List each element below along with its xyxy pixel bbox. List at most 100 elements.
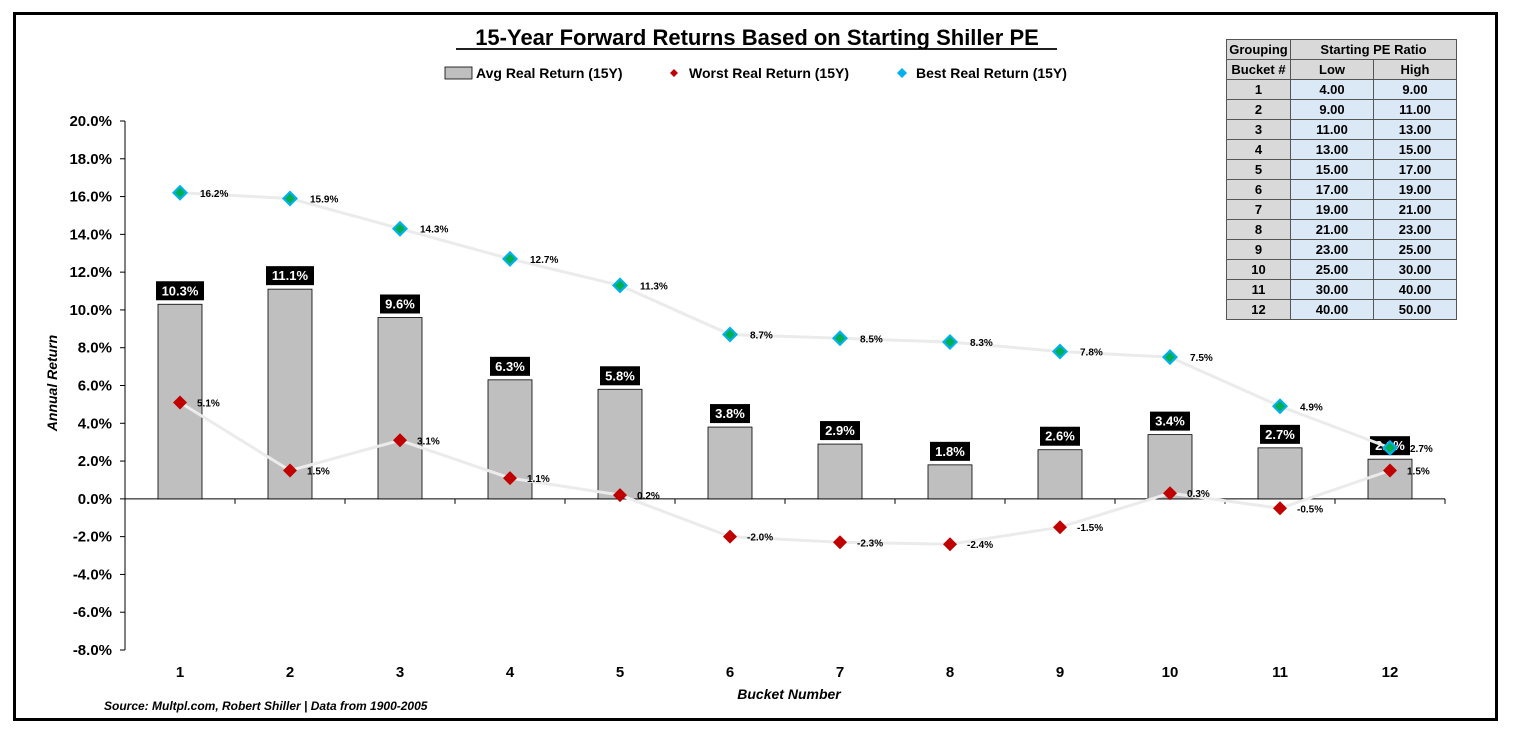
avg-return-label-box [156, 281, 204, 301]
avg-return-label: 3.4% [1155, 414, 1185, 429]
avg-return-label: 11.1% [272, 268, 309, 283]
low-cell: 4.00 [1290, 79, 1374, 100]
best-return-label: 11.3% [640, 281, 668, 292]
low-cell: 13.00 [1290, 139, 1374, 160]
low-cell: 9.00 [1290, 99, 1374, 120]
worst-return-label: 5.1% [197, 399, 220, 410]
legend-best-label: Best Real Return (15Y) [916, 65, 1067, 81]
bucket-cell: 4 [1226, 139, 1291, 160]
x-tick-label: 12 [1382, 664, 1399, 681]
axes: 20.0%18.0%16.0%14.0%12.0%10.0%8.0%6.0%4.… [69, 113, 1446, 681]
table-row: 12 40.00 50.00 [1226, 299, 1457, 320]
avg-return-label-box [600, 366, 640, 386]
best-return-point-inner [395, 223, 405, 234]
worst-return-point [1273, 501, 1287, 516]
avg-return-bar [927, 464, 973, 500]
table-row: 9 23.00 25.00 [1226, 239, 1457, 260]
chart-title: 15-Year Forward Returns Based on Startin… [475, 25, 1039, 50]
worst-return-point [173, 395, 187, 410]
avg-return-bar [707, 426, 753, 500]
legend-worst-label: Worst Real Return (15Y) [689, 65, 849, 81]
low-cell: 23.00 [1290, 239, 1374, 260]
y-tick-label: 10.0% [69, 302, 112, 319]
worst-return-point [943, 537, 957, 552]
table-row: 6 17.00 19.00 [1226, 179, 1457, 200]
bucket-cell: 3 [1226, 119, 1291, 140]
x-tick-label: 8 [946, 664, 954, 681]
worst-return-label: 0.2% [637, 491, 660, 502]
best-return-label: 14.3% [420, 225, 448, 236]
x-tick-label: 6 [726, 664, 734, 681]
low-cell: 25.00 [1290, 259, 1374, 280]
x-axis-title: Bucket Number [737, 686, 842, 702]
high-cell: 11.00 [1373, 99, 1457, 120]
low-cell: 30.00 [1290, 279, 1374, 300]
high-cell: 19.00 [1373, 179, 1457, 200]
table-row: 3 11.00 13.00 [1226, 119, 1457, 140]
high-cell: 25.00 [1373, 239, 1457, 260]
y-tick-label: 12.0% [69, 264, 112, 281]
best-return-point-inner [725, 329, 735, 340]
best-return-label: 8.5% [860, 334, 883, 345]
table-row: 8 21.00 23.00 [1226, 219, 1457, 240]
y-tick-label: 18.0% [69, 151, 112, 168]
worst-return-point [833, 535, 847, 550]
worst-return-label: -0.5% [1297, 504, 1323, 515]
avg-return-label-box [1260, 424, 1300, 444]
worst-return-point [393, 433, 407, 448]
y-tick-label: 2.0% [78, 453, 112, 470]
avg-return-bar [817, 443, 863, 500]
x-tick-label: 7 [836, 664, 844, 681]
avg-return-label-box [1150, 411, 1190, 431]
avg-return-label-box [266, 266, 314, 286]
bucket-cell: 7 [1226, 199, 1291, 220]
y-tick-label: -6.0% [73, 604, 112, 621]
high-cell: 17.00 [1373, 159, 1457, 180]
avg-return-label: 10.3% [162, 283, 199, 298]
best-return-line [179, 191, 1391, 450]
bucket-cell: 9 [1226, 239, 1291, 260]
y-tick-label: 8.0% [78, 340, 112, 357]
high-cell: 50.00 [1373, 299, 1457, 320]
best-return-point-inner [505, 253, 515, 264]
header-grouping: Grouping [1226, 39, 1291, 60]
best-return-point-inner [835, 333, 845, 344]
y-tick-label: 6.0% [78, 378, 112, 395]
worst-return-label: 1.5% [1407, 467, 1430, 478]
legend-worst-marker [670, 69, 678, 77]
low-cell: 17.00 [1290, 179, 1374, 200]
best-return-label: 8.3% [970, 338, 993, 349]
legend-avg-label: Avg Real Return (15Y) [476, 65, 623, 81]
y-tick-label: 14.0% [69, 226, 112, 243]
best-return-label: 16.2% [200, 189, 228, 200]
best-return-point-inner [615, 280, 625, 291]
worst-return-point [723, 529, 737, 544]
worst-return-label: -2.3% [857, 538, 883, 549]
avg-return-label-box [710, 404, 750, 424]
high-cell: 30.00 [1373, 259, 1457, 280]
table-row: 4 13.00 15.00 [1226, 139, 1457, 160]
y-tick-label: 0.0% [78, 491, 112, 508]
x-tick-label: 10 [1162, 664, 1179, 681]
x-tick-label: 2 [286, 664, 294, 681]
avg-return-label-box [490, 356, 530, 376]
bucket-cell: 6 [1226, 179, 1291, 200]
header-low: Low [1290, 59, 1374, 80]
bucket-cell: 2 [1226, 99, 1291, 120]
header-high: High [1373, 59, 1457, 80]
y-tick-label: -2.0% [73, 529, 112, 546]
worst-return-label: 0.3% [1187, 489, 1210, 500]
avg-return-label: 9.6% [385, 296, 415, 311]
best-return-label: 7.8% [1080, 347, 1103, 358]
x-tick-label: 3 [396, 664, 404, 681]
high-cell: 21.00 [1373, 199, 1457, 220]
worst-return-point [1163, 486, 1177, 501]
bucket-cell: 5 [1226, 159, 1291, 180]
avg-return-bar [377, 317, 423, 500]
high-cell: 40.00 [1373, 279, 1457, 300]
header-starting-pe: Starting PE Ratio [1290, 39, 1457, 60]
y-tick-label: 20.0% [69, 113, 112, 130]
low-cell: 19.00 [1290, 199, 1374, 220]
high-cell: 15.00 [1373, 139, 1457, 160]
